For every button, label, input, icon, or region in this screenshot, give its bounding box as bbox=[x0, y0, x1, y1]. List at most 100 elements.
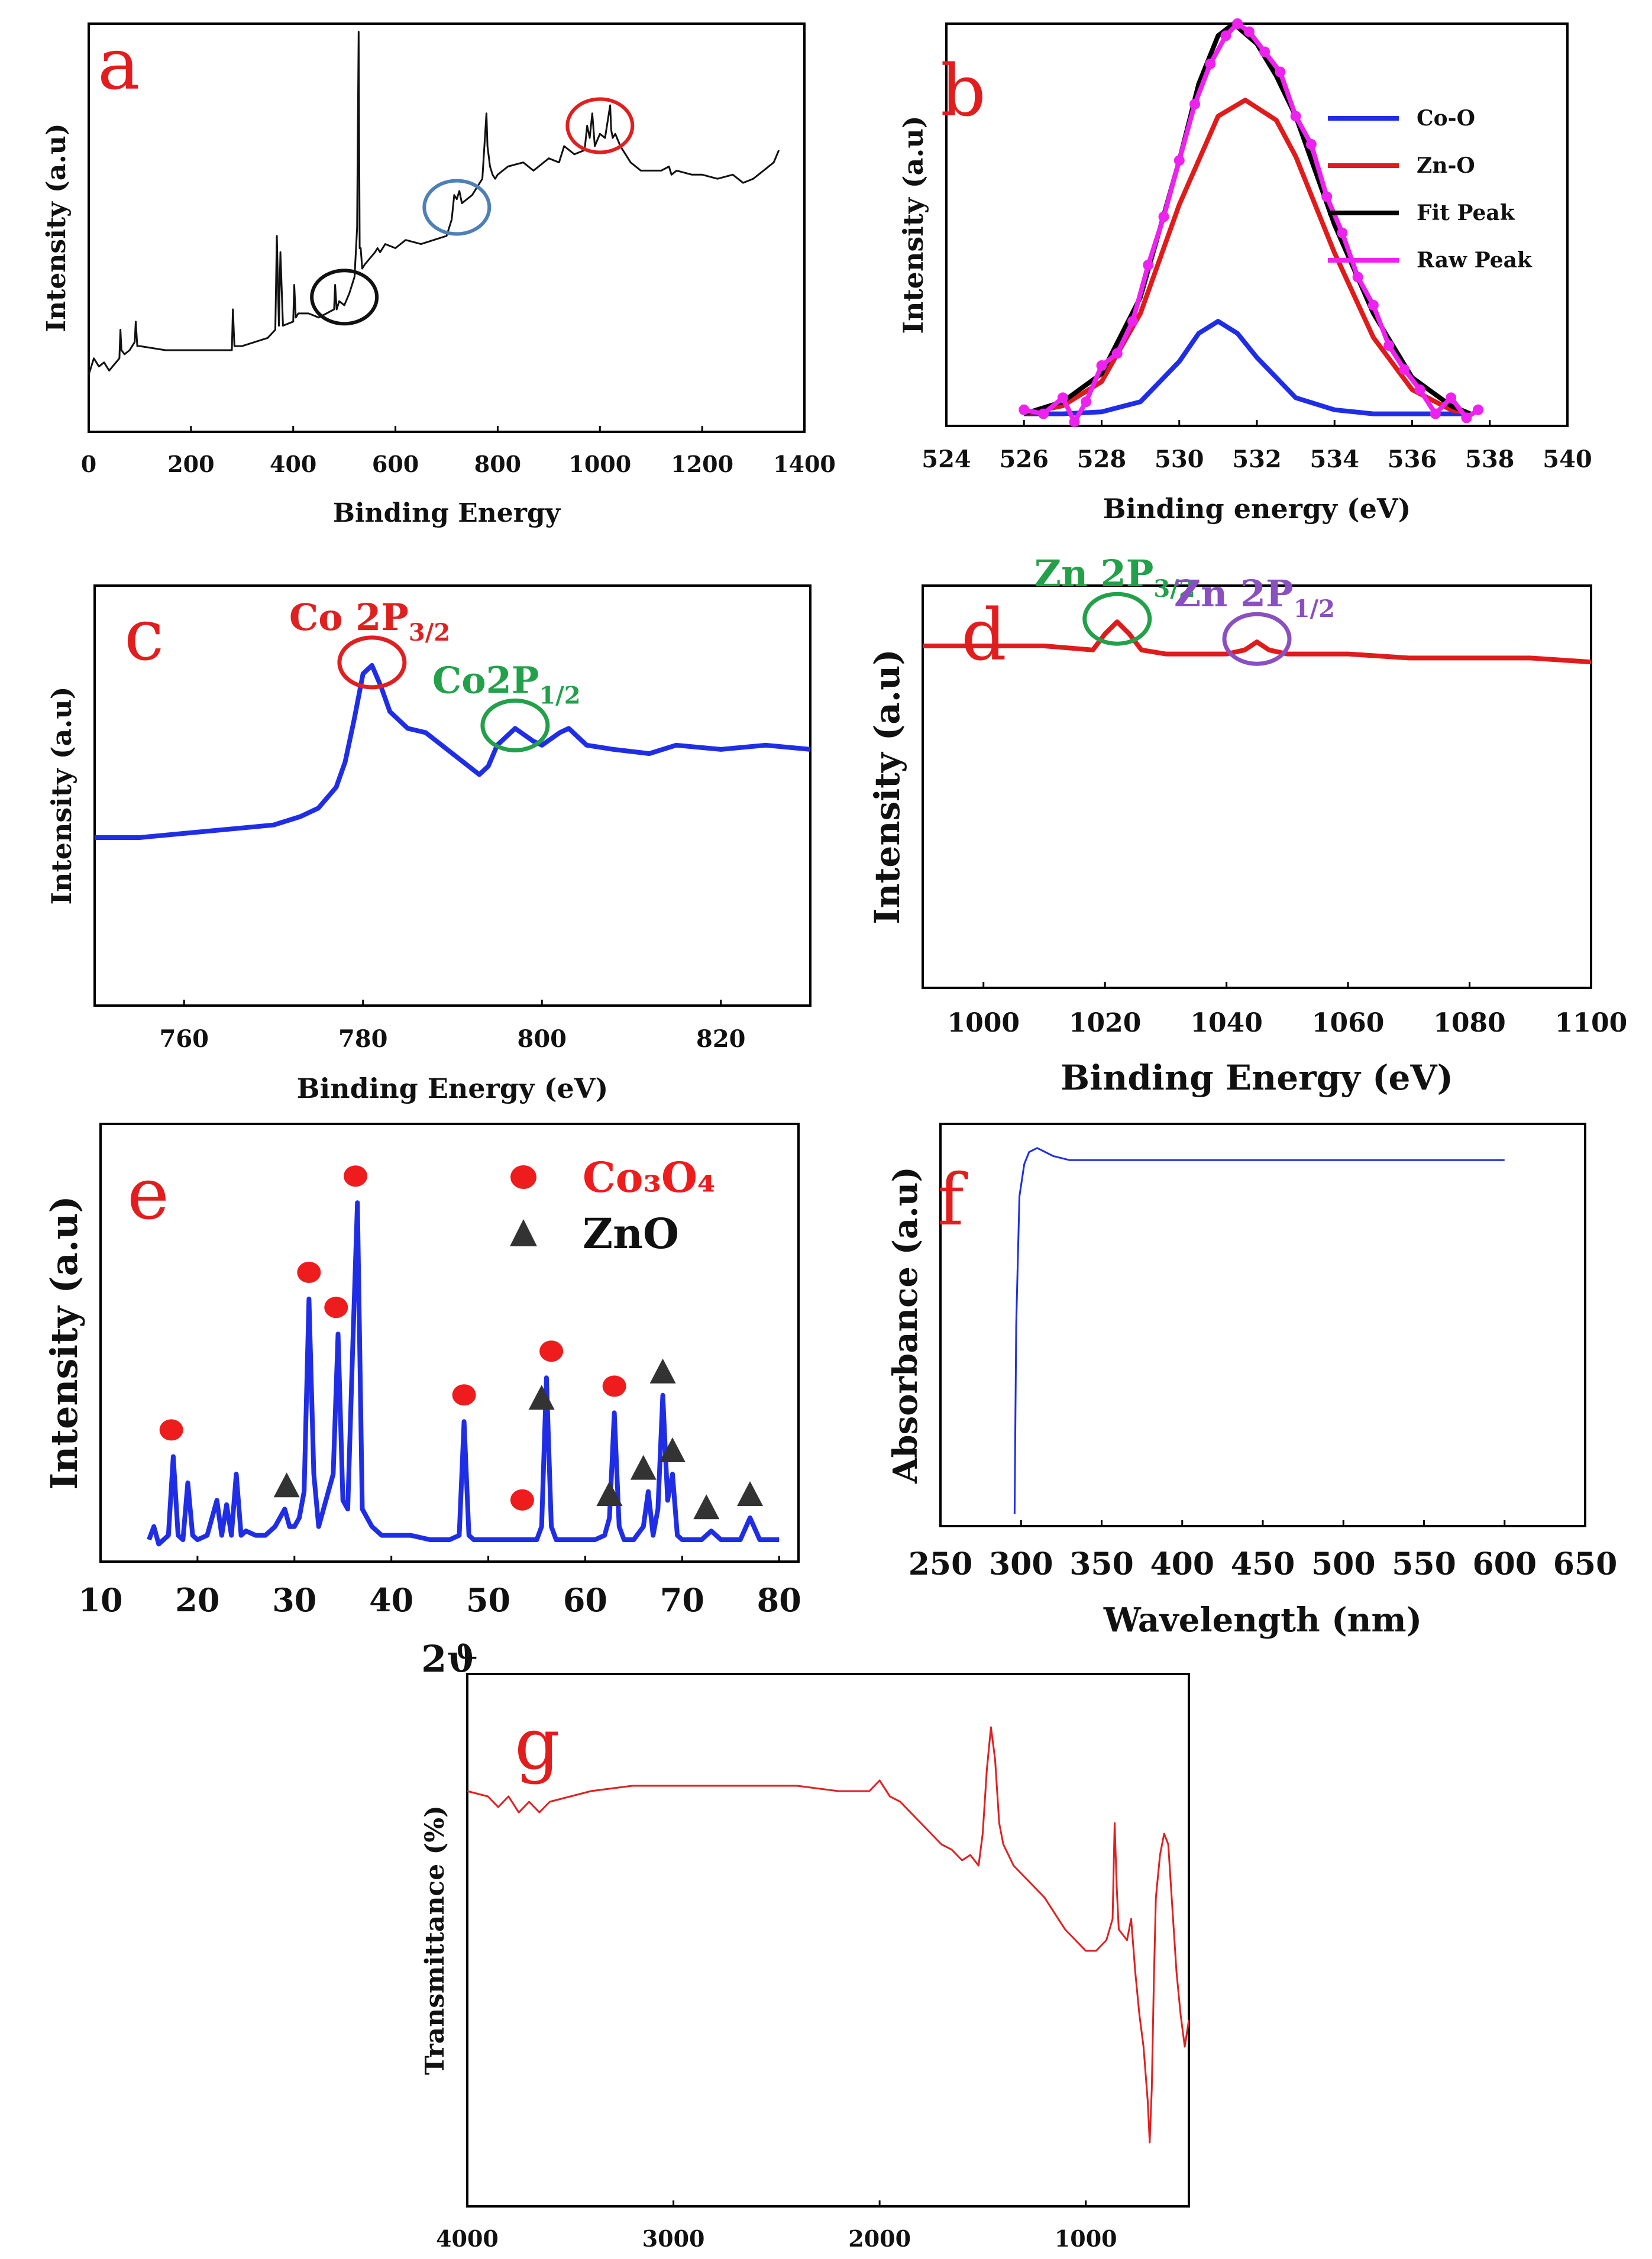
y-axis-label: Intensity (a.u) bbox=[867, 649, 907, 924]
y-axis-label: Transmittance (%) bbox=[420, 1805, 450, 2075]
legend-label: Fit Peak bbox=[1417, 201, 1515, 225]
raw-peak-point bbox=[1430, 408, 1441, 419]
raw-peak-point bbox=[1057, 392, 1068, 403]
x-tick-label: 524 bbox=[922, 445, 971, 473]
panel-letter: d bbox=[961, 594, 1007, 677]
x-tick-label: 650 bbox=[1553, 1546, 1618, 1582]
legend-marker-circle bbox=[510, 1165, 536, 1189]
panel-letter: f bbox=[937, 1159, 968, 1242]
x-tick-label: 536 bbox=[1388, 445, 1437, 473]
x-axis-label: Binding energy (eV) bbox=[1103, 493, 1411, 525]
x-tick-label: 1020 bbox=[1069, 1008, 1141, 1038]
x-tick-label: 400 bbox=[270, 451, 316, 477]
x-tick-label: 250 bbox=[909, 1546, 973, 1582]
x-tick-label: 532 bbox=[1232, 445, 1282, 473]
x-tick-label: 2000 bbox=[848, 2225, 911, 2252]
raw-peak-point bbox=[1158, 211, 1169, 222]
y-axis-label: Intensity (a.u) bbox=[46, 686, 77, 904]
y-axis-label: Absorbance (a.u) bbox=[886, 1166, 925, 1484]
raw-peak-point bbox=[1173, 155, 1185, 166]
peak-label: Zn 2P3/2 bbox=[1034, 552, 1195, 603]
raw-peak-point bbox=[1038, 408, 1049, 419]
legend-label: Co-O bbox=[1417, 106, 1475, 131]
y-axis-label: Intensity (a.u) bbox=[41, 123, 72, 332]
zno-peak-marker bbox=[693, 1494, 720, 1520]
raw-peak-point bbox=[1305, 139, 1317, 150]
x-tick-label: 200 bbox=[167, 451, 214, 477]
x-tick-label: 530 bbox=[1155, 445, 1204, 473]
zno-peak-marker bbox=[630, 1455, 657, 1480]
peak-label-sub: 1/2 bbox=[1294, 595, 1335, 623]
co3o4-peak-marker bbox=[452, 1384, 476, 1406]
co3o4-peak-marker bbox=[159, 1419, 183, 1441]
raw-peak-point bbox=[1290, 111, 1301, 122]
x-tick-label: 534 bbox=[1310, 445, 1360, 473]
x-tick-label: 550 bbox=[1392, 1546, 1456, 1582]
series-line-uv-vis bbox=[1013, 1147, 1505, 1514]
peak-label: Zn 2P1/2 bbox=[1174, 572, 1335, 623]
zno-peak-marker bbox=[528, 1385, 555, 1410]
panel-letter: g bbox=[515, 1704, 560, 1786]
x-tick-label: 600 bbox=[1472, 1546, 1537, 1582]
raw-peak-point bbox=[1399, 364, 1410, 375]
x-axis-label: Binding Energy (eV) bbox=[297, 1072, 608, 1104]
x-tick-label: 50 bbox=[466, 1581, 510, 1619]
series-line-ftir bbox=[467, 1726, 1190, 2144]
plot-frame bbox=[93, 584, 812, 1007]
x-tick-label: 1000 bbox=[947, 1008, 1019, 1038]
x-tick-label: 760 bbox=[160, 1025, 209, 1053]
x-tick-label: 1000 bbox=[1055, 2225, 1117, 2252]
series-line-zn-2p bbox=[923, 619, 1592, 665]
x-tick-label: 20 bbox=[175, 1581, 219, 1619]
raw-peak-point bbox=[1189, 99, 1200, 109]
x-tick-label: 800 bbox=[518, 1025, 567, 1053]
x-tick-label: 3000 bbox=[642, 2225, 705, 2252]
x-axis-label: Wavelength (nm) bbox=[1103, 1601, 1422, 1640]
x-tick-label: 1040 bbox=[1190, 1008, 1262, 1038]
series-line-co-2p bbox=[95, 662, 811, 840]
peak-circle-marker bbox=[480, 698, 550, 752]
series-line-raw-peak bbox=[1023, 21, 1480, 425]
panel-a: 0 200 400 600 800 1000 1200 1400 Binding Energy I… bbox=[41, 22, 836, 528]
x-tick-label: 800 bbox=[474, 451, 521, 477]
x-axis-label: Binding Energy (eV) bbox=[1061, 1058, 1453, 1098]
raw-peak-point bbox=[1473, 404, 1484, 415]
x-tick-label: 540 bbox=[1543, 445, 1592, 473]
series-line-co-o bbox=[1024, 319, 1470, 416]
x-tick-label: 1080 bbox=[1433, 1008, 1505, 1038]
raw-peak-point bbox=[1111, 348, 1123, 359]
plot-frame bbox=[939, 1123, 1586, 1527]
panel-letter: a bbox=[98, 24, 140, 106]
x-axis-label: Binding Energy bbox=[333, 498, 561, 528]
x-tick-label: 1100 bbox=[1555, 1008, 1627, 1038]
co3o4-peak-marker bbox=[602, 1375, 626, 1397]
x-tick-label: 528 bbox=[1077, 445, 1127, 473]
raw-peak-point bbox=[1243, 26, 1255, 37]
panel-f: 250 300 350 400 450 500 550 600 650 Wavelength (n… bbox=[886, 1123, 1618, 1640]
raw-peak-point bbox=[1127, 316, 1138, 327]
raw-peak-point bbox=[1220, 30, 1231, 41]
raw-peak-point bbox=[1205, 59, 1216, 69]
y-axis-label: Intensity (a.u) bbox=[897, 115, 929, 334]
co3o4-peak-marker bbox=[297, 1262, 321, 1283]
zno-peak-marker bbox=[273, 1472, 300, 1498]
peak-label-main: Zn 2P bbox=[1174, 572, 1294, 615]
peak-label: Co 2P3/2 bbox=[289, 596, 450, 647]
peak-circle-marker bbox=[565, 97, 635, 154]
x-tick-label: 80 bbox=[757, 1581, 801, 1619]
panel-b: 524 526 528 530 532 534 536 538 540 Binding energ… bbox=[897, 18, 1592, 525]
peak-circle-marker bbox=[337, 635, 407, 690]
x-tick-label: 60 bbox=[563, 1581, 607, 1619]
x-tick-label: 1000 bbox=[568, 451, 631, 477]
x-tick-label: 600 bbox=[372, 451, 419, 477]
zno-peak-marker bbox=[649, 1358, 676, 1384]
series-line-xrd bbox=[147, 1200, 780, 1547]
peak-label: Co2P1/2 bbox=[432, 658, 581, 709]
panel-letter: b bbox=[940, 50, 986, 132]
raw-peak-point bbox=[1352, 272, 1363, 283]
panel-d: 1000 1020 1040 1060 1080 1100 Binding Energy (… bbox=[867, 552, 1627, 1098]
raw-peak-point bbox=[1446, 392, 1457, 403]
x-tick-label: 1060 bbox=[1312, 1008, 1384, 1038]
raw-peak-point bbox=[1275, 66, 1286, 77]
peak-circle-marker bbox=[422, 179, 492, 236]
